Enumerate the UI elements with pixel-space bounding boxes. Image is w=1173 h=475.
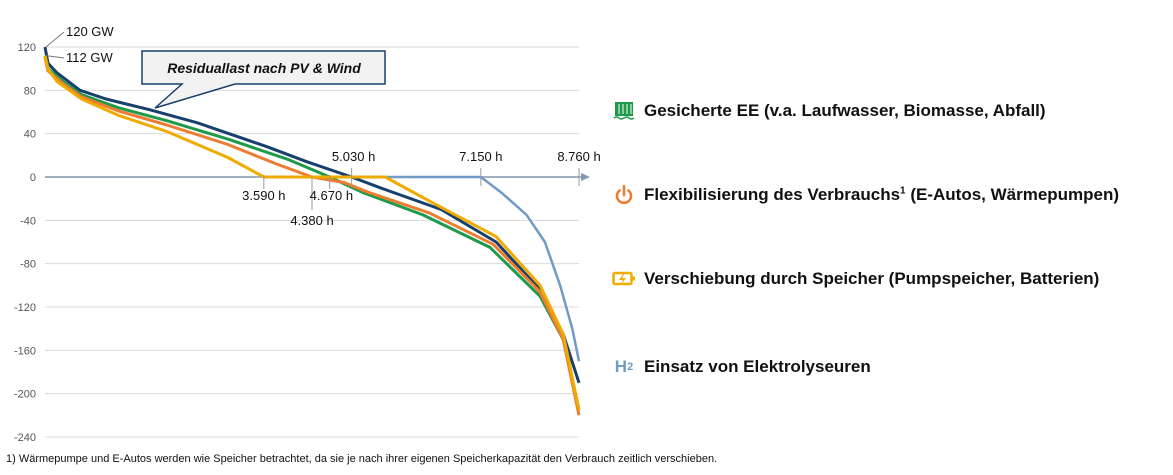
- y-tick-label: -40: [20, 215, 36, 227]
- annotation-leader: [45, 31, 65, 48]
- legend-label: Einsatz von Elektrolyseuren: [644, 357, 871, 376]
- y-tick-label: -80: [20, 259, 36, 271]
- legend-label: Flexibilisierung des Verbrauchs1 (E-Auto…: [644, 185, 1120, 204]
- y-tick-label: 120: [18, 42, 36, 54]
- x-axis-arrow: [581, 173, 590, 181]
- y-tick-label: 0: [30, 172, 36, 184]
- y-tick-label: -240: [14, 432, 36, 444]
- callout: Residuallast nach PV & Wind: [141, 50, 386, 109]
- y-tick-label: -160: [14, 345, 36, 357]
- residual-load-chart: 120 80 40 0 -40 -80 -120 -160 -200 -240 120 GW 112…: [14, 24, 600, 444]
- legend-label: Verschiebung durch Speicher (Pumpspeiche…: [644, 269, 1100, 288]
- hydro-plant-icon: [612, 100, 636, 122]
- legend-item-storage: Verschiebung durch Speicher (Pumpspeiche…: [612, 268, 1099, 290]
- annotation-label: 112 GW: [66, 50, 113, 65]
- series-line-storage: [43, 55, 581, 411]
- legend-item-firm-re: Gesicherte EE (v.a. Laufwasser, Biomasse…: [612, 100, 1046, 122]
- annotation-label: 5.030 h: [332, 149, 375, 164]
- series-line-firm-re: [43, 55, 581, 411]
- annotation-label: 3.590 h: [242, 188, 285, 203]
- power-icon: [612, 184, 636, 206]
- y-tick-label: 80: [24, 85, 36, 97]
- callout-text: Residuallast nach PV & Wind: [167, 60, 361, 76]
- series-line-flex: [43, 57, 581, 416]
- annotation-label: 7.150 h: [459, 149, 502, 164]
- footnote: 1) Wärmepumpe und E-Autos werden wie Spe…: [6, 453, 718, 465]
- annotation-label: 120 GW: [66, 24, 114, 39]
- legend-label: Gesicherte EE (v.a. Laufwasser, Biomasse…: [644, 101, 1046, 120]
- annotation-label: 4.380 h: [290, 213, 333, 228]
- annotation-label: 8.760 h: [557, 149, 600, 164]
- battery-icon: [612, 268, 636, 290]
- annotation-leader: [45, 55, 65, 59]
- series-line-residual: [43, 46, 581, 384]
- y-tick-label: 40: [24, 129, 36, 141]
- legend-item-flex: Flexibilisierung des Verbrauchs1 (E-Auto…: [612, 184, 1119, 206]
- y-tick-label: -200: [14, 389, 36, 401]
- annotation-label: 4.670 h: [310, 188, 353, 203]
- y-tick-label: -120: [14, 302, 36, 314]
- series-line-electrolysis: [351, 175, 581, 362]
